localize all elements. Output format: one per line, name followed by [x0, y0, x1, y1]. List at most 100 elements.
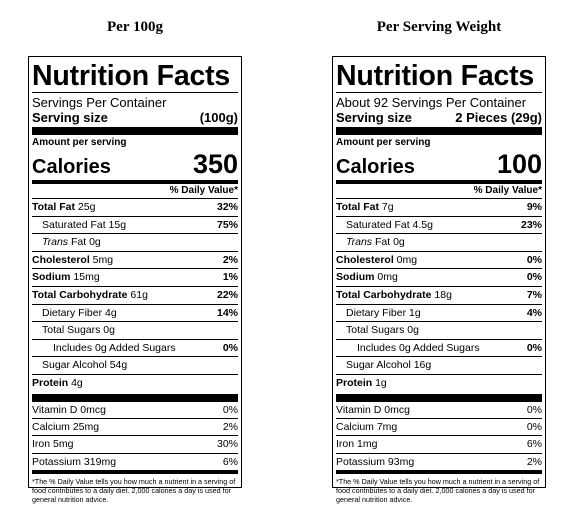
nutrient-row: Saturated Fat 15g 75% — [32, 215, 238, 234]
vitamin-row: Calcium 25mg 2% — [32, 417, 238, 435]
panel-heading-per-100g: Per 100g — [107, 19, 163, 35]
nutrient-name-text: 7g — [378, 201, 394, 213]
nutrient-row: Cholesterol 0mg 0% — [336, 250, 542, 269]
nutrient-name-bold: Cholesterol — [32, 253, 90, 266]
nutrient-name: Total Carbohydrate 61g — [32, 287, 148, 304]
nutrient-name-text: 0mg — [393, 253, 418, 266]
nutrient-daily-value: 7% — [526, 288, 542, 301]
medium-divider — [32, 180, 238, 184]
nutrient-name-italic: Trans — [346, 236, 373, 249]
nutrient-name: Dietary Fiber 1g — [336, 305, 421, 322]
nutrient-name-bold: Sodium — [336, 271, 375, 284]
nutrient-row: Total Sugars 0g — [32, 321, 238, 339]
vitamin-row: Iron 1mg 6% — [336, 435, 542, 452]
nutrient-name-text: Fat 0g — [68, 236, 101, 249]
amount-per-serving: Amount per serving — [336, 137, 431, 148]
nutrient-row: Dietary Fiber 4g 14% — [32, 303, 238, 322]
vitamin-row: Vitamin D 0mcg 0% — [336, 402, 542, 418]
nutrient-row: Total Carbohydrate 61g 22% — [32, 285, 238, 304]
nutrient-name-bold: Total Fat — [32, 201, 75, 213]
serving-size-label: Serving size — [32, 110, 108, 125]
nutrient-list: Total Fat 25g 32% Saturated Fat 15g 75% Tran… — [32, 198, 238, 392]
nutrition-facts-title: Nutrition Facts — [32, 60, 231, 92]
nutrient-name-bold: Total Carbohydrate — [336, 288, 432, 301]
nutrient-name: Saturated Fat 15g — [32, 217, 126, 234]
vitamin-name: Vitamin D 0mcg — [32, 403, 106, 416]
nutrient-name: Total Sugars 0g — [32, 322, 115, 339]
nutrient-name-text: 0mg — [374, 271, 398, 284]
serving-size-value: (100g) — [199, 110, 238, 125]
vitamin-row: Iron 5mg 30% — [32, 435, 238, 452]
nutrient-row: Protein 4g — [32, 373, 238, 392]
nutrition-label-per-100g: Nutrition Facts Servings Per Container S… — [28, 56, 242, 504]
nutrient-name-text: Includes 0g Added Sugars — [53, 341, 176, 354]
serving-size-value: 2 Pieces (29g) — [455, 110, 542, 125]
nutrient-row: Cholesterol 5mg 2% — [32, 250, 238, 269]
nutrient-name: Includes 0g Added Sugars — [32, 340, 176, 357]
nutrient-name-text: 4g — [68, 376, 83, 389]
thick-divider — [32, 393, 238, 402]
nutrient-row: Includes 0g Added Sugars 0% — [32, 338, 238, 357]
nutrient-name-text: Dietary Fiber 4g — [42, 306, 117, 319]
nutrient-name-bold: Total Carbohydrate — [32, 288, 128, 301]
vitamin-name: Calcium 7mg — [336, 420, 398, 433]
nutrient-name-bold: Total Fat — [336, 201, 379, 213]
serving-size-label: Serving size — [336, 110, 412, 125]
nutrient-daily-value: 23% — [520, 218, 542, 231]
vitamin-daily-value: 0% — [526, 420, 542, 433]
serving-size-row: Serving size 2 Pieces (29g) — [336, 110, 542, 125]
vitamin-daily-value: 0% — [526, 403, 542, 416]
vitamin-list: Vitamin D 0mcg 0% Calcium 7mg 0% Iron 1mg 6% P… — [336, 402, 542, 471]
panel-heading-per-serving: Per Serving Weight — [376, 19, 502, 35]
vitamin-daily-value: 2% — [222, 420, 238, 433]
nutrient-name: Trans Fat 0g — [32, 234, 101, 251]
nutrient-name: Cholesterol 0mg — [336, 252, 417, 269]
vitamin-name: Calcium 25mg — [32, 420, 100, 433]
nutrient-name-italic: Trans — [42, 236, 69, 249]
vitamin-row: Calcium 7mg 0% — [336, 417, 542, 435]
nutrient-name-text: Total Sugars 0g — [42, 324, 115, 337]
calories-label: Calories — [336, 156, 415, 178]
vitamin-daily-value: 0% — [222, 403, 238, 416]
nutrient-row: Trans Fat 0g — [336, 233, 542, 251]
nutrient-name: Protein 1g — [336, 375, 387, 392]
daily-value-header: % Daily Value* — [169, 185, 238, 196]
nutrition-label-per-serving: Nutrition Facts About 92 Servings Per Co… — [332, 56, 546, 504]
nutrient-daily-value: 75% — [216, 218, 238, 231]
nutrient-name-text: 25g — [74, 201, 96, 213]
nutrient-row: Total Fat 25g 32% — [32, 198, 238, 216]
nutrient-daily-value: 2% — [222, 253, 238, 266]
vitamin-daily-value: 6% — [222, 455, 238, 468]
vitamin-daily-value: 2% — [526, 455, 542, 468]
nutrient-name: Total Sugars 0g — [336, 322, 419, 339]
nutrient-name-bold: Sodium — [32, 271, 71, 284]
vitamin-list: Vitamin D 0mcg 0% Calcium 25mg 2% Iron 5mg 30… — [32, 402, 238, 471]
calories-row: Calories 100 — [336, 149, 542, 179]
calories-value: 100 — [496, 149, 542, 179]
nutrient-name-text: 5mg — [89, 253, 114, 266]
nutrition-facts-title: Nutrition Facts — [336, 60, 535, 92]
vitamin-row: Potassium 319mg 6% — [32, 452, 238, 470]
vitamin-name: Potassium 93mg — [336, 455, 415, 468]
nutrient-daily-value: 22% — [216, 288, 238, 301]
nutrient-name: Sugar Alcohol 16g — [336, 357, 431, 374]
nutrient-name: Total Fat 7g — [336, 199, 394, 216]
calories-label: Calories — [32, 156, 111, 178]
vitamin-daily-value: 30% — [216, 438, 238, 451]
nutrient-name-text: 15mg — [70, 271, 100, 284]
nutrient-name: Saturated Fat 4.5g — [336, 217, 433, 234]
nutrient-daily-value: 0% — [222, 341, 238, 354]
vitamin-name: Iron 5mg — [32, 438, 74, 451]
nutrient-daily-value: 1% — [222, 271, 238, 284]
nutrient-daily-value: 4% — [526, 306, 542, 319]
vitamin-row: Potassium 93mg 2% — [336, 452, 542, 470]
nutrient-name-text: 61g — [127, 288, 148, 301]
nutrient-name-bold: Cholesterol — [336, 253, 394, 266]
nutrient-name-text: 18g — [431, 288, 452, 301]
nutrient-name-text: Fat 0g — [372, 236, 405, 249]
nutrient-name: Total Fat 25g — [32, 199, 95, 216]
thick-divider — [32, 127, 238, 135]
nutrient-name-text: Dietary Fiber 1g — [346, 306, 421, 319]
divider — [32, 92, 238, 93]
nutrient-row: Includes 0g Added Sugars 0% — [336, 338, 542, 357]
